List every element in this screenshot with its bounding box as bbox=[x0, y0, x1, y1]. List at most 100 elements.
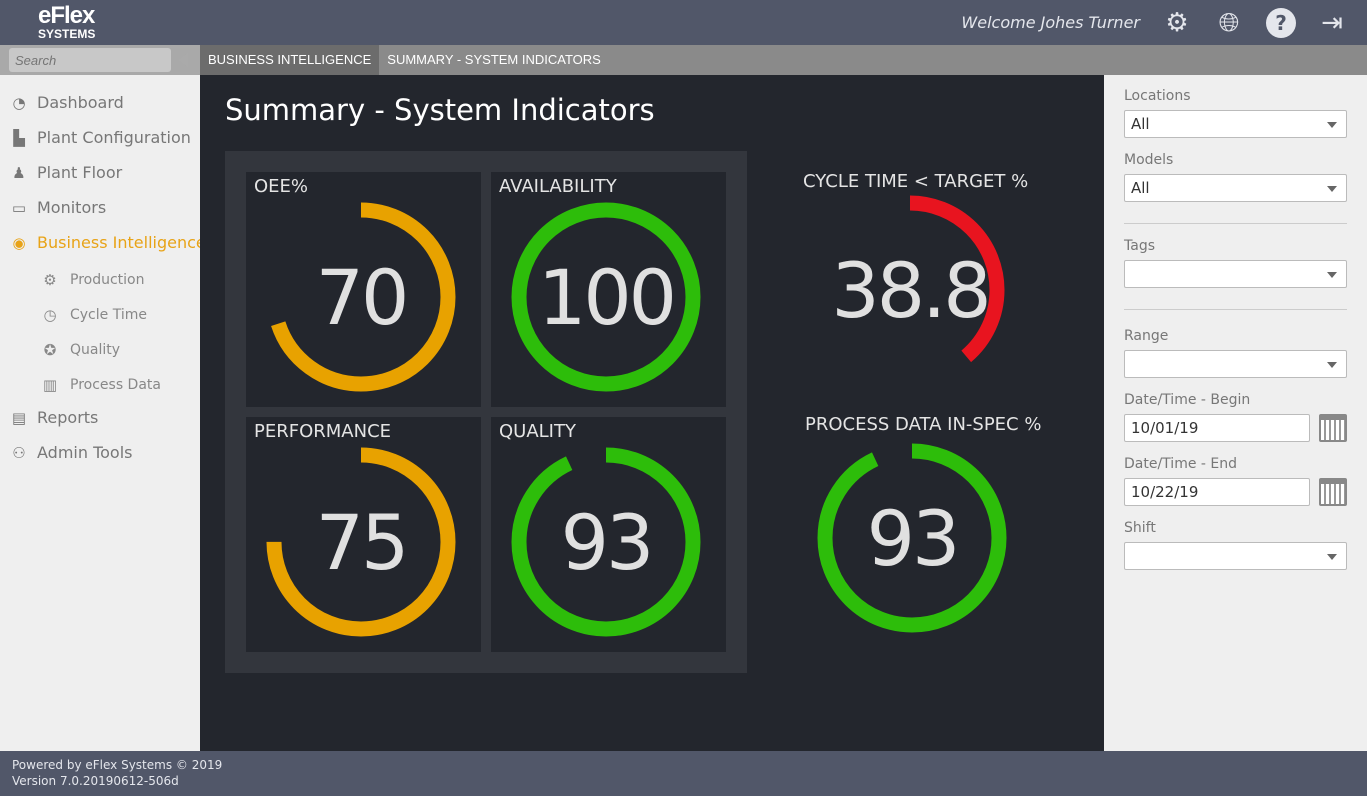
label: Plant Floor bbox=[37, 163, 123, 182]
shift-label: Shift bbox=[1124, 520, 1156, 536]
begin-date-input[interactable]: 10/01/19 bbox=[1124, 414, 1310, 442]
report-icon: ▤ bbox=[11, 408, 27, 427]
gear-icon[interactable]: ⚙ bbox=[1165, 8, 1189, 38]
locations-select[interactable]: All bbox=[1124, 110, 1347, 138]
breadcrumb-summary: SUMMARY - SYSTEM INDICATORS bbox=[379, 45, 609, 75]
gauge-svg: 93 bbox=[817, 443, 1007, 633]
label: Quality bbox=[70, 342, 121, 358]
gauge-label: PERFORMANCE bbox=[254, 421, 392, 442]
begin-label: Date/Time - Begin bbox=[1124, 392, 1251, 408]
page-title: Summary - System Indicators bbox=[225, 93, 655, 127]
gauge-svg: 38.8 bbox=[815, 195, 1005, 385]
breadcrumb: BUSINESS INTELLIGENCE SUMMARY - SYSTEM I… bbox=[200, 45, 609, 75]
sidebar-item-business-intelligence[interactable]: ◉ Business Intelligence bbox=[9, 233, 206, 252]
conveyor-icon: ♟ bbox=[12, 163, 26, 182]
label: Admin Tools bbox=[37, 443, 133, 462]
gauge-label: OEE% bbox=[254, 176, 309, 197]
label: Dashboard bbox=[37, 93, 124, 112]
logout-icon[interactable]: ⇥ bbox=[1321, 8, 1343, 38]
gauge-svg: 100 bbox=[511, 202, 701, 392]
gauge-svg: 93 bbox=[511, 447, 701, 637]
label: Reports bbox=[37, 408, 99, 427]
gauge-tile-performance: PERFORMANCE 75 bbox=[246, 417, 481, 652]
gauge-arc bbox=[511, 202, 701, 392]
label: Production bbox=[70, 272, 145, 288]
eflex-logo[interactable]: eFlex SYSTEMS bbox=[38, 4, 95, 41]
calendar-icon[interactable] bbox=[1319, 414, 1347, 442]
label: Process Data bbox=[70, 377, 161, 393]
gauge-label: AVAILABILITY bbox=[499, 176, 617, 197]
range-label: Range bbox=[1124, 328, 1169, 344]
sidebar-item-admin-tools[interactable]: ⚇ Admin Tools bbox=[9, 443, 133, 462]
gauge-svg: 70 bbox=[266, 202, 456, 392]
help-icon[interactable]: ? bbox=[1266, 8, 1296, 38]
models-label: Models bbox=[1124, 152, 1174, 168]
gauge-arc bbox=[817, 443, 1007, 633]
timer-icon: ◷ bbox=[43, 306, 57, 324]
sidebar-subitem-cycle-time[interactable]: ◷ Cycle Time bbox=[40, 306, 147, 324]
top-header: eFlex SYSTEMS Welcome Johes Turner ⚙ 🌐︎ ?… bbox=[0, 0, 1367, 45]
label: Cycle Time bbox=[70, 307, 147, 323]
gauge-tile-availability: AVAILABILITY 100 bbox=[491, 172, 726, 407]
gauge-value: 93 bbox=[867, 494, 958, 583]
main-content: Summary - System Indicators OEE% 70 AVAIL… bbox=[200, 75, 1104, 751]
end-date-input[interactable]: 10/22/19 bbox=[1124, 478, 1310, 506]
gauge-tile-quality: QUALITY 93 bbox=[491, 417, 726, 652]
sidebar-subitem-production[interactable]: ⚙ Production bbox=[40, 271, 144, 289]
version-text: Version 7.0.20190612-506d bbox=[12, 774, 179, 788]
gauge-arc bbox=[815, 195, 1005, 385]
user-gear-icon: ⚇ bbox=[12, 443, 26, 462]
gauge-tile-oee: OEE% 70 bbox=[246, 172, 481, 407]
sidebar-item-plant-floor[interactable]: ♟ Plant Floor bbox=[9, 163, 122, 182]
calendar-icon[interactable] bbox=[1319, 478, 1347, 506]
shift-select[interactable] bbox=[1124, 542, 1347, 570]
monitor-icon: ▭ bbox=[11, 198, 27, 217]
divider bbox=[1124, 309, 1347, 310]
sidebar-item-monitors[interactable]: ▭ Monitors bbox=[9, 198, 106, 217]
gauge-cycle-time: CYCLE TIME < TARGET % 38.8 bbox=[792, 167, 1057, 397]
indicator-group: OEE% 70 AVAILABILITY 100 PERFORMANCE 75 QUA… bbox=[225, 151, 747, 673]
sidebar-item-plant-configuration[interactable]: ▙ Plant Configuration bbox=[9, 128, 191, 147]
tags-label: Tags bbox=[1124, 238, 1155, 254]
gauge-value: 75 bbox=[316, 498, 407, 587]
welcome-text: Welcome Johes Turner bbox=[961, 13, 1140, 32]
gauge-label: CYCLE TIME < TARGET % bbox=[803, 171, 1029, 192]
gauge-label: QUALITY bbox=[499, 421, 576, 442]
sidebar-item-dashboard[interactable]: ◔ Dashboard bbox=[9, 93, 124, 112]
search-input[interactable] bbox=[9, 48, 171, 72]
sidebar-item-reports[interactable]: ▤ Reports bbox=[9, 408, 98, 427]
breadcrumb-business-intelligence[interactable]: BUSINESS INTELLIGENCE bbox=[200, 45, 380, 75]
footer: Powered by eFlex Systems © 2019 Version … bbox=[0, 751, 1367, 796]
gauge-value: 100 bbox=[538, 253, 674, 342]
powered-by-text: Powered by eFlex Systems © 2019 bbox=[12, 758, 223, 772]
logo-line2: SYSTEMS bbox=[38, 27, 96, 41]
models-select[interactable]: All bbox=[1124, 174, 1347, 202]
gauge-process-data: PROCESS DATA IN-SPEC % 93 bbox=[792, 410, 1082, 640]
bar-chart-icon: ▥ bbox=[42, 376, 58, 394]
award-icon: ✪ bbox=[43, 341, 57, 359]
logo-line1: eFlex bbox=[38, 2, 95, 29]
tags-select[interactable] bbox=[1124, 260, 1347, 288]
gauge-icon: ◔ bbox=[12, 93, 26, 112]
range-select[interactable] bbox=[1124, 350, 1347, 378]
gauge-value: 38.8 bbox=[831, 246, 988, 335]
factory-icon: ▙ bbox=[13, 128, 25, 147]
gauge-label: PROCESS DATA IN-SPEC % bbox=[805, 414, 1042, 435]
label: Business Intelligence bbox=[37, 233, 206, 252]
bi-search-icon: ◉ bbox=[12, 233, 26, 252]
gauge-arc bbox=[266, 202, 456, 392]
sidebar-subitem-quality[interactable]: ✪ Quality bbox=[40, 341, 120, 359]
collapse-sidebar-icon[interactable] bbox=[178, 53, 188, 67]
gauge-svg: 75 bbox=[266, 447, 456, 637]
gauge-arc bbox=[511, 447, 701, 637]
label: Monitors bbox=[37, 198, 107, 217]
locations-label: Locations bbox=[1124, 88, 1191, 104]
sidebar-subitem-process-data[interactable]: ▥ Process Data bbox=[40, 376, 161, 394]
gauge-arc bbox=[266, 447, 456, 637]
globe-icon[interactable]: 🌐︎ bbox=[1218, 8, 1240, 38]
label: Plant Configuration bbox=[37, 128, 191, 147]
filter-panel: Locations All Models All Tags Range Date… bbox=[1104, 75, 1367, 751]
sidebar: ◔ Dashboard ▙ Plant Configuration ♟ Plant F… bbox=[0, 75, 206, 751]
divider bbox=[1124, 223, 1347, 224]
gear-icon: ⚙ bbox=[43, 271, 57, 289]
